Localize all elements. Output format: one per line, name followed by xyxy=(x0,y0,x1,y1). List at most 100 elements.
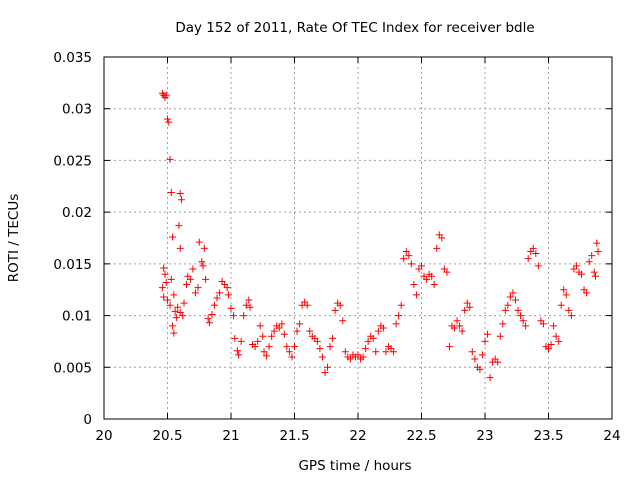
data-point xyxy=(306,327,314,335)
data-point xyxy=(326,343,334,351)
data-point xyxy=(331,306,339,314)
data-point xyxy=(567,312,575,320)
data-point xyxy=(316,345,324,353)
y-tick-label: 0.01 xyxy=(62,309,92,325)
data-point xyxy=(433,244,441,252)
data-point xyxy=(283,343,291,351)
data-point xyxy=(478,351,486,359)
data-point xyxy=(397,301,405,309)
plot-frame xyxy=(103,56,613,420)
data-point xyxy=(240,312,248,320)
data-point xyxy=(547,341,555,349)
data-point xyxy=(369,334,377,342)
data-point xyxy=(560,286,568,294)
data-point xyxy=(160,293,168,301)
data-point xyxy=(463,299,471,307)
data-point xyxy=(208,311,216,319)
data-point xyxy=(265,343,273,351)
data-point xyxy=(169,233,177,241)
data-point xyxy=(288,353,296,361)
data-point xyxy=(451,324,459,332)
data-point xyxy=(346,355,354,363)
data-point xyxy=(183,281,191,289)
data-point xyxy=(254,337,262,345)
data-point xyxy=(318,353,326,361)
data-point xyxy=(390,348,398,356)
data-point xyxy=(336,301,344,309)
data-point xyxy=(230,312,238,320)
data-point xyxy=(578,270,586,278)
data-point xyxy=(476,365,484,373)
data-point xyxy=(412,291,420,299)
data-point xyxy=(216,289,224,297)
data-point xyxy=(259,332,267,340)
data-point xyxy=(186,275,194,283)
x-tick-label: 21 xyxy=(222,428,239,444)
data-point xyxy=(191,289,199,297)
data-point xyxy=(285,348,293,356)
data-point xyxy=(263,352,271,360)
data-point xyxy=(171,307,179,315)
data-point xyxy=(456,322,464,330)
data-point xyxy=(329,334,337,342)
data-point xyxy=(256,322,264,330)
data-point xyxy=(296,320,304,328)
data-point xyxy=(162,91,170,99)
data-point xyxy=(423,275,431,283)
data-point xyxy=(189,265,197,273)
data-point xyxy=(321,368,329,376)
data-point xyxy=(313,337,321,345)
data-point xyxy=(555,337,563,345)
data-point xyxy=(514,306,522,314)
data-point xyxy=(481,337,489,345)
data-point xyxy=(166,155,174,163)
data-point xyxy=(382,348,390,356)
data-point xyxy=(395,312,403,320)
data-point xyxy=(364,337,372,345)
data-point xyxy=(471,355,479,363)
data-point xyxy=(522,322,530,330)
data-point xyxy=(362,345,370,353)
data-point xyxy=(169,322,177,330)
data-point xyxy=(235,351,243,359)
data-point xyxy=(430,281,438,289)
data-point xyxy=(275,324,283,332)
data-point xyxy=(372,348,380,356)
data-point xyxy=(499,320,507,328)
data-point xyxy=(180,299,188,307)
data-point xyxy=(161,270,169,278)
data-point xyxy=(534,262,542,270)
data-point xyxy=(231,334,239,342)
x-tick-label: 20.5 xyxy=(152,428,182,444)
data-point xyxy=(501,306,509,314)
data-point xyxy=(172,314,180,322)
y-tick-label: 0.03 xyxy=(62,102,92,118)
data-point xyxy=(167,275,175,283)
data-point xyxy=(278,320,286,328)
data-point xyxy=(583,289,591,297)
data-point xyxy=(410,281,418,289)
data-point xyxy=(199,262,207,270)
data-point xyxy=(511,296,519,304)
y-tick-label: 0.025 xyxy=(53,153,92,169)
data-point xyxy=(162,278,170,286)
data-point xyxy=(270,327,278,335)
y-axis-label: ROTI / TECUs xyxy=(6,194,22,282)
data-point xyxy=(202,275,210,283)
data-point xyxy=(445,343,453,351)
data-point xyxy=(496,332,504,340)
data-point xyxy=(246,303,254,311)
data-point xyxy=(213,294,221,302)
data-point xyxy=(174,303,182,311)
data-point xyxy=(486,374,494,382)
data-point xyxy=(550,322,558,330)
data-point xyxy=(354,351,362,359)
x-tick-label: 23.5 xyxy=(533,428,563,444)
data-point xyxy=(224,291,232,299)
chart-title: Day 152 of 2011, Rate Of TEC Index for r… xyxy=(175,20,534,36)
x-tick-label: 24 xyxy=(603,428,620,444)
data-point xyxy=(176,244,184,252)
tick-labels: 20 20.5 21 21.5 22 22.5 23 23.5 24 0 0.005 0.01 0.01… xyxy=(53,50,620,444)
data-point xyxy=(200,244,208,252)
